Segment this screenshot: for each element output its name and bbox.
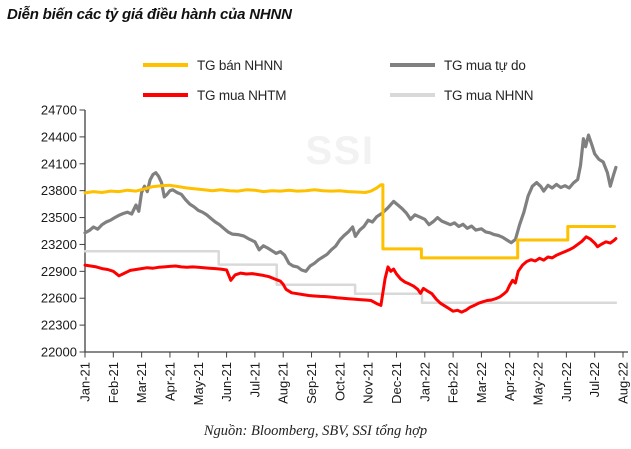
legend-label: TG bán NHNN — [197, 57, 283, 73]
x-tick-label: Apr-21 — [162, 362, 177, 401]
legend-swatch-lightgray-line-icon — [390, 93, 435, 97]
legend-item-tg-mua-nhtm: TG mua NHTM — [143, 87, 287, 103]
y-tick-label: 22000 — [41, 345, 77, 360]
legend-label: TG mua tự do — [444, 57, 526, 73]
chart-title: Diễn biến các tỷ giá điều hành của NHNN — [7, 6, 292, 23]
y-tick-label: 24400 — [41, 129, 77, 144]
x-tick-label: Aug-22 — [616, 362, 631, 404]
legend-swatch-gray-line-icon — [390, 63, 435, 67]
x-tick-label: Aug-21 — [276, 362, 291, 404]
x-tick-label: Jun-21 — [219, 362, 234, 402]
x-tick-label: May-22 — [531, 362, 546, 405]
y-tick-label: 22600 — [41, 291, 77, 306]
legend-item-tg-mua-nhnn: TG mua NHNN — [390, 87, 534, 103]
ssi-watermark: SSI — [306, 129, 375, 173]
x-tick-label: May-21 — [191, 362, 206, 405]
y-tick-label: 22300 — [41, 318, 77, 333]
x-tick-label: Jul-22 — [587, 362, 602, 397]
x-tick-label: Jan-21 — [78, 362, 93, 402]
x-tick-label: Nov-21 — [361, 362, 376, 404]
series-line-tg-bán-nhnn — [83, 183, 616, 260]
x-tick-label: Feb-21 — [106, 362, 121, 403]
series-line-tg-mua-tự-do — [83, 133, 618, 273]
x-tick-label: Sep-21 — [304, 362, 319, 404]
series-line-tg-mua-nhtm — [83, 235, 618, 314]
legend-label: TG mua NHNN — [444, 87, 534, 103]
x-tick-label: Mar-21 — [134, 362, 149, 403]
x-tick-label: Oct-21 — [332, 362, 347, 401]
legend-swatch-yellow-line-icon — [143, 63, 188, 67]
x-tick-label: Jul-21 — [247, 362, 262, 397]
y-tick-label: 24100 — [41, 156, 77, 171]
source-note: Nguồn: Bloomberg, SBV, SSI tổng hợp — [203, 423, 428, 439]
x-tick-label: Jun-22 — [559, 362, 574, 402]
legend-label: TG mua NHTM — [197, 87, 287, 103]
x-tick-label: Mar-22 — [474, 362, 489, 403]
y-tick-label: 24700 — [41, 103, 77, 118]
y-tick-label: 22900 — [41, 264, 77, 279]
legend-item-tg-ban-nhnn: TG bán NHNN — [143, 57, 283, 73]
y-tick-label: 23500 — [41, 210, 77, 225]
x-tick-label: Dec-21 — [389, 362, 404, 404]
x-tick-label: Jan-22 — [417, 362, 432, 402]
y-tick-label: 23800 — [41, 183, 77, 198]
legend-swatch-red-line-icon — [143, 93, 188, 97]
x-tick-label: Apr-22 — [502, 362, 517, 401]
series-line-tg-mua-nhnn — [83, 249, 618, 304]
legend-item-tg-mua-tu-do: TG mua tự do — [390, 57, 526, 73]
y-tick-label: 23200 — [41, 237, 77, 252]
x-tick-label: Feb-22 — [446, 362, 461, 403]
